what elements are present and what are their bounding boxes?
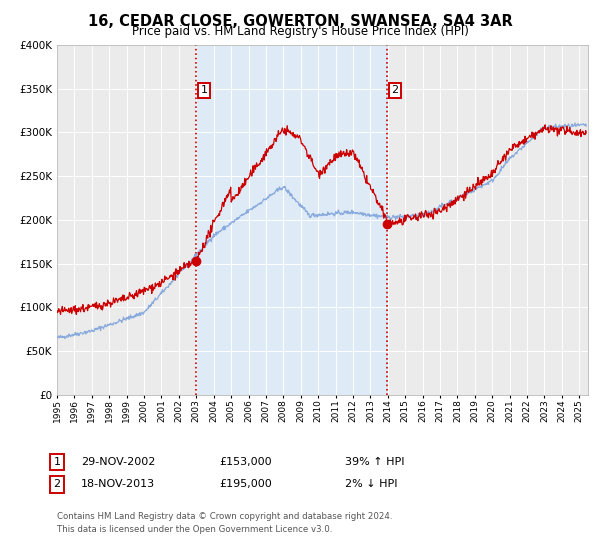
Text: £153,000: £153,000 (219, 457, 272, 467)
Text: 2: 2 (392, 85, 398, 95)
Text: 39% ↑ HPI: 39% ↑ HPI (345, 457, 404, 467)
Text: 1: 1 (200, 85, 208, 95)
Text: 16, CEDAR CLOSE, GOWERTON, SWANSEA, SA4 3AR: 16, CEDAR CLOSE, GOWERTON, SWANSEA, SA4 … (88, 14, 512, 29)
Text: 29-NOV-2002: 29-NOV-2002 (81, 457, 155, 467)
Text: 2: 2 (53, 479, 61, 489)
Text: £195,000: £195,000 (219, 479, 272, 489)
Text: This data is licensed under the Open Government Licence v3.0.: This data is licensed under the Open Gov… (57, 525, 332, 534)
Text: Price paid vs. HM Land Registry's House Price Index (HPI): Price paid vs. HM Land Registry's House … (131, 25, 469, 38)
Text: 1: 1 (53, 457, 61, 467)
Text: Contains HM Land Registry data © Crown copyright and database right 2024.: Contains HM Land Registry data © Crown c… (57, 512, 392, 521)
Text: 2% ↓ HPI: 2% ↓ HPI (345, 479, 398, 489)
Bar (196, 45, 387, 395)
Text: 18-NOV-2013: 18-NOV-2013 (81, 479, 155, 489)
